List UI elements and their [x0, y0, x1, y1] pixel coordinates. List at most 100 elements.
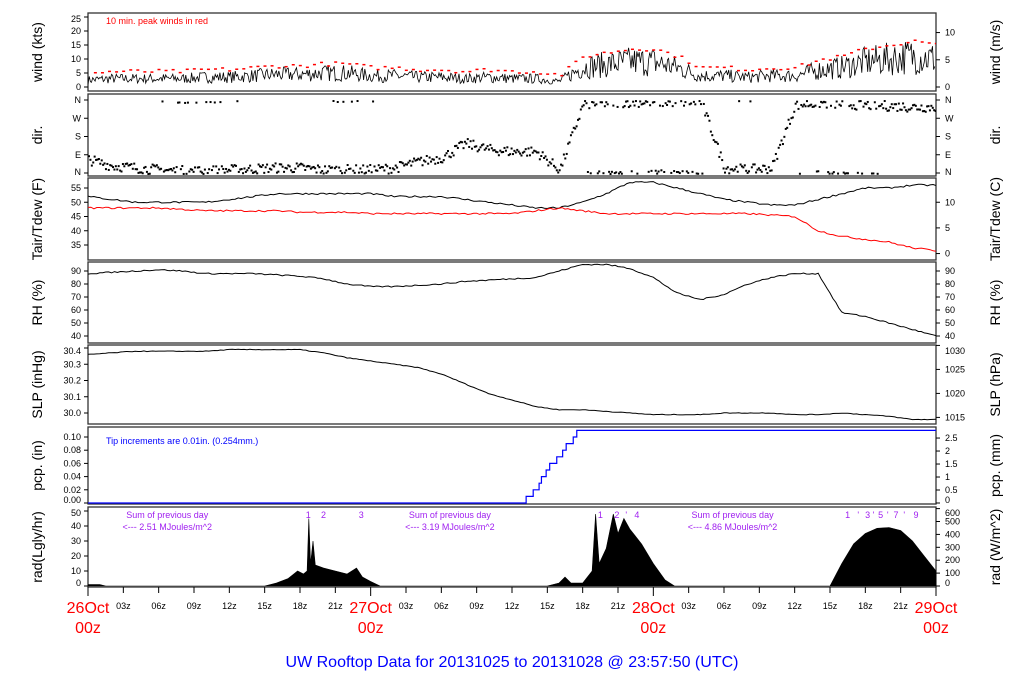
dir-point [931, 106, 934, 109]
dir-point [119, 169, 122, 172]
left-tick-label: E [75, 150, 81, 160]
dir-point [663, 170, 666, 173]
wind-peak-point [517, 72, 521, 74]
dir-point [266, 163, 269, 166]
dir-point [640, 103, 643, 106]
left-tick-label: 40 [71, 521, 81, 531]
dir-point [586, 170, 589, 173]
dir-point [194, 166, 196, 169]
dir-point [851, 107, 854, 110]
dir-point [112, 166, 115, 169]
dir-point [273, 165, 276, 168]
dir-point [174, 171, 177, 174]
dir-point [96, 158, 99, 161]
dir-point [308, 165, 311, 168]
dir-point [318, 166, 321, 169]
dir-point [502, 151, 505, 154]
wind-peak-point [397, 66, 401, 68]
dir-point [203, 168, 206, 171]
rad-day-sum-label: Sum of previous day [126, 510, 209, 520]
dir-point [517, 150, 520, 153]
dir-point [870, 172, 873, 175]
wind-peak-point [122, 70, 126, 73]
dir-point [100, 159, 103, 162]
dir-plot [88, 100, 936, 175]
dir-point [130, 163, 133, 166]
x-tick-label: 09z [469, 601, 484, 611]
dir-point [188, 170, 191, 173]
dir-point [93, 155, 96, 158]
dir-point [649, 104, 652, 107]
dir-point [454, 145, 457, 148]
left-tick-label: 20 [71, 551, 81, 561]
wind-peak-point [821, 58, 825, 60]
wind-peak-point [729, 65, 733, 68]
dir-point [383, 169, 386, 172]
dir-point [923, 109, 926, 112]
dir-point [852, 104, 855, 107]
dir-point [834, 106, 837, 109]
wind-peak-point [680, 55, 684, 57]
dir-point [675, 171, 678, 174]
rad-day-sum-value: <--- 2.51 MJoules/m^2 [122, 522, 212, 532]
dir-point [387, 172, 390, 175]
wind-peak-point [701, 66, 705, 68]
rad-hour-mark: 1 [845, 510, 850, 520]
dir-ylabel-right: dir. [987, 126, 1003, 145]
wind-peak-point [630, 48, 634, 51]
dir-point [328, 165, 331, 168]
dir-point [608, 170, 611, 173]
dir-point [90, 164, 93, 167]
dir-point [887, 109, 890, 112]
dir-point [933, 109, 936, 112]
wind-peak-point [828, 59, 832, 61]
dir-point [574, 127, 577, 130]
dir-point [215, 165, 218, 168]
wind-peak-point [475, 68, 479, 71]
dir-point [869, 108, 872, 111]
dir-point [175, 166, 178, 169]
wind-peak-point [708, 66, 712, 68]
wind-peak-point [341, 62, 345, 64]
pcp-plot [88, 429, 936, 504]
dir-point [456, 146, 459, 149]
dir-point [281, 165, 284, 168]
dir-point [787, 118, 790, 121]
right-tick-label: 2.5 [945, 433, 958, 443]
dir-point [357, 171, 360, 174]
left-tick-label: 30 [71, 536, 81, 546]
wind-peak-point [362, 63, 366, 66]
dir-point [141, 172, 144, 175]
dir-point [172, 167, 175, 170]
dir-point [428, 156, 431, 159]
wind-peak-point [892, 44, 896, 47]
dir-point [609, 172, 612, 175]
wind-peak-point [694, 65, 698, 68]
temp-plot [88, 181, 936, 252]
dir-point [259, 165, 262, 168]
dir-point [95, 158, 98, 161]
dir-point [321, 170, 324, 173]
dir-point [615, 171, 618, 174]
dir-point [596, 172, 599, 175]
dir-point [930, 104, 933, 107]
dir-point [531, 151, 534, 154]
dir-point [828, 172, 831, 175]
dir-point [547, 164, 550, 167]
dir-point [668, 100, 671, 103]
wind-peak-point [927, 42, 931, 44]
x-tick-label: 15z [540, 601, 555, 611]
dir-point [424, 160, 427, 163]
x-tick-label: 03z [681, 601, 696, 611]
dir-point [298, 163, 301, 166]
dir-point [779, 143, 782, 146]
rad-hour-mark: 4 [634, 510, 639, 520]
dir-point [618, 172, 620, 175]
dir-point [757, 167, 760, 170]
dir-point [339, 169, 342, 172]
dir-point [104, 168, 107, 171]
dir-point [588, 107, 591, 110]
dir-point [681, 170, 684, 173]
wind-annotation: 10 min. peak winds in red [106, 16, 208, 26]
